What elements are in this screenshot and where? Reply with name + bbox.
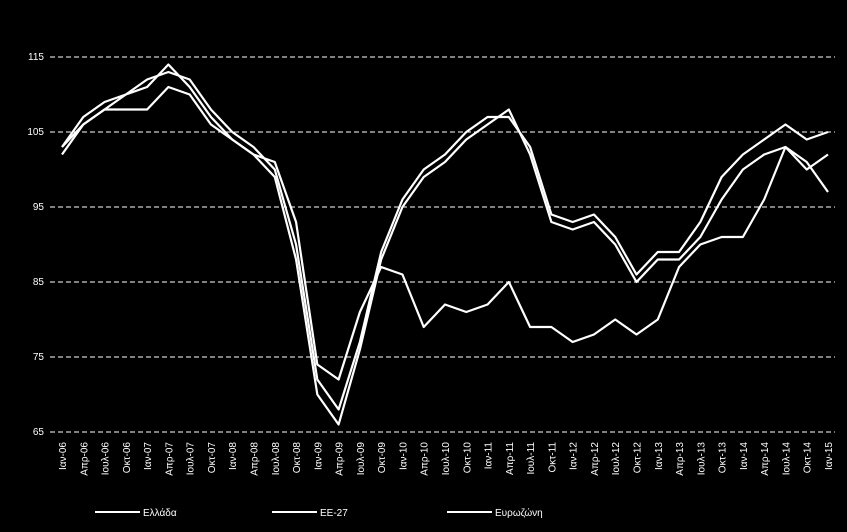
x-tick-label: Απρ-12 (590, 442, 601, 476)
x-tick-label: Απρ-07 (164, 442, 175, 476)
x-tick-label: Απρ-10 (420, 442, 431, 476)
y-tick-label: 115 (28, 52, 44, 63)
x-tick-label: Οκτ-06 (122, 442, 133, 474)
x-tick-label: Οκτ-11 (547, 442, 558, 473)
x-tick-label: Οκτ-07 (207, 442, 218, 474)
y-tick-label: 65 (33, 427, 45, 438)
x-tick-label: Οκτ-09 (377, 442, 388, 474)
x-tick-label: Ιαν-07 (143, 442, 154, 470)
series-line (61, 70, 829, 411)
x-tick-label: Ιαν-09 (313, 442, 324, 470)
x-tick-label: Ιουλ-06 (101, 442, 112, 476)
x-tick-label: Ιουλ-13 (696, 442, 707, 476)
x-tick-label: Ιουλ-07 (186, 442, 197, 476)
x-tick-label: Απρ-11 (505, 442, 516, 475)
series-line (61, 63, 829, 426)
x-tick-label: Απρ-14 (760, 442, 771, 476)
x-tick-label: Ιαν-13 (654, 442, 665, 470)
x-tick-label: Ιαν-08 (228, 442, 239, 470)
x-tick-label: Ιουλ-09 (356, 442, 367, 476)
x-tick-label: Οκτ-12 (633, 442, 644, 474)
x-tick-label: Οκτ-14 (803, 442, 814, 474)
series-line (61, 85, 829, 381)
x-tick-label: Ιαν-12 (569, 442, 580, 470)
x-tick-label: Οκτ-08 (292, 442, 303, 474)
x-tick-label: Απρ-13 (675, 442, 686, 476)
x-tick-label: Ιουλ-14 (781, 442, 792, 476)
x-tick-label: Ιαν-10 (398, 442, 409, 470)
legend-label: Ευρωζώνη (495, 507, 543, 519)
x-tick-label: Ιουλ-11 (526, 442, 537, 475)
x-tick-label: Ιαν-06 (58, 442, 69, 470)
x-tick-label: Απρ-06 (79, 442, 90, 476)
y-tick-label: 95 (33, 202, 45, 213)
y-tick-label: 105 (27, 127, 44, 138)
x-tick-label: Οκτ-13 (718, 442, 729, 474)
y-tick-label: 85 (33, 277, 45, 288)
x-tick-label: Ιουλ-12 (611, 442, 622, 476)
x-tick-label: Ιουλ-08 (271, 442, 282, 476)
y-tick-label: 75 (33, 352, 45, 363)
legend-label: Ελλάδα (143, 507, 177, 519)
x-tick-label: Οκτ-10 (462, 442, 473, 474)
x-tick-label: Ιαν-11 (484, 442, 495, 470)
x-tick-label: Απρ-09 (335, 442, 346, 476)
legend-label: ΕΕ-27 (320, 508, 348, 519)
x-tick-label: Ιουλ-10 (441, 442, 452, 476)
x-tick-label: Ιαν-14 (739, 442, 750, 470)
x-tick-label: Απρ-08 (250, 442, 261, 476)
x-tick-label: Ιαν-15 (824, 442, 835, 470)
